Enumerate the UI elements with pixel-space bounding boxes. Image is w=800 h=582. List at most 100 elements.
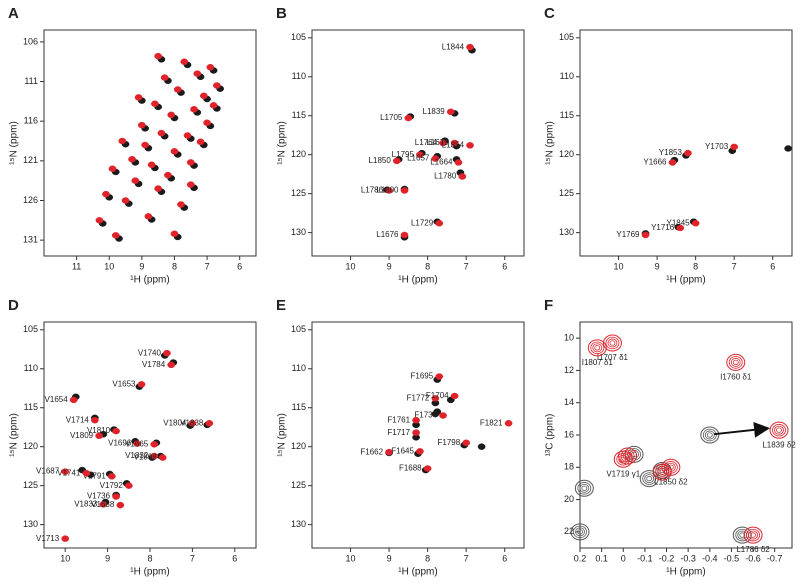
y-axis-label: ¹⁵N (ppm) bbox=[277, 121, 288, 165]
peak-label: L1839 δ2 bbox=[762, 440, 796, 449]
peak bbox=[423, 465, 432, 472]
peak bbox=[416, 151, 424, 158]
x-tick-label: 8 bbox=[147, 553, 152, 563]
peak bbox=[769, 421, 789, 439]
x-tick-label: 6 bbox=[502, 553, 507, 563]
y-tick-label: 120 bbox=[291, 149, 306, 159]
peak bbox=[435, 220, 444, 227]
y-tick-label: 111 bbox=[24, 76, 38, 86]
peak-label: F1645 bbox=[391, 446, 414, 455]
y-tick-label: 105 bbox=[291, 32, 306, 42]
peak bbox=[99, 501, 108, 508]
peak bbox=[95, 432, 103, 440]
contour-ring bbox=[655, 465, 670, 479]
contour-ring bbox=[746, 528, 760, 542]
peak-label: V1696 bbox=[108, 439, 132, 448]
contour-ring bbox=[748, 530, 758, 540]
x-tick-label: 0 bbox=[621, 553, 626, 563]
x-axis-label: ¹H (ppm) bbox=[398, 275, 437, 286]
peak bbox=[570, 523, 590, 541]
panel-letter: E bbox=[276, 297, 286, 314]
peak-label: Y1853 bbox=[659, 148, 683, 157]
x-tick-label: 8 bbox=[425, 553, 430, 563]
contour-ring bbox=[577, 482, 592, 495]
y-axis-label: ¹⁵N (ppm) bbox=[277, 413, 288, 457]
peak bbox=[392, 157, 401, 165]
y-tick-label: 22 bbox=[564, 526, 574, 536]
peak bbox=[431, 395, 440, 402]
peak-label: I1807 δ1 bbox=[582, 358, 614, 367]
peak bbox=[134, 94, 143, 101]
x-tick-label: -0.2 bbox=[659, 553, 675, 563]
arrow bbox=[714, 421, 771, 438]
x-tick-label: 0.1 bbox=[595, 553, 608, 563]
peak bbox=[618, 447, 638, 465]
peak-label: F1662 bbox=[360, 447, 383, 456]
x-tick-label: 10 bbox=[346, 261, 356, 271]
peak bbox=[150, 452, 159, 460]
x-tick-label: 7 bbox=[205, 261, 210, 271]
peak bbox=[639, 470, 659, 488]
x-tick-label: 9 bbox=[139, 261, 144, 271]
contour-ring bbox=[728, 356, 743, 369]
x-tick-label: 8 bbox=[425, 261, 430, 271]
y-tick-label: 116 bbox=[24, 116, 38, 126]
peak bbox=[180, 58, 189, 65]
peak-label: F1821 bbox=[480, 418, 503, 427]
peak bbox=[385, 187, 393, 194]
peak bbox=[95, 217, 104, 224]
peak bbox=[466, 142, 474, 149]
peak-label: L1850 δ2 bbox=[654, 477, 688, 486]
y-tick-label: 18 bbox=[564, 462, 574, 472]
peak bbox=[131, 177, 140, 184]
contour-ring bbox=[609, 340, 616, 346]
contour-ring bbox=[774, 425, 784, 435]
peak bbox=[186, 181, 195, 188]
contour-ring bbox=[577, 529, 583, 535]
peak bbox=[61, 468, 70, 475]
peak-label: V1736 bbox=[87, 492, 111, 501]
peak-label: V1833 bbox=[74, 499, 98, 508]
peak bbox=[82, 469, 91, 477]
contour-ring bbox=[605, 336, 620, 350]
peak bbox=[177, 201, 185, 208]
peak bbox=[112, 427, 120, 435]
contour-ring bbox=[644, 474, 655, 484]
peak bbox=[574, 479, 594, 497]
peak-label: L1844 bbox=[442, 42, 465, 51]
contour-ring bbox=[607, 338, 618, 348]
peak bbox=[726, 353, 746, 371]
x-tick-label: -0.4 bbox=[702, 553, 718, 563]
contour-ring bbox=[776, 427, 782, 433]
x-tick-label: -0.6 bbox=[745, 553, 761, 563]
peak bbox=[163, 349, 171, 357]
y-tick-label: 130 bbox=[559, 227, 574, 237]
peak-label: L1676 bbox=[376, 230, 399, 239]
y-tick-label: 105 bbox=[23, 324, 38, 334]
peak bbox=[450, 139, 459, 147]
peak-label: L1705 bbox=[380, 113, 403, 122]
contour-ring bbox=[702, 428, 717, 442]
x-tick-label: 11 bbox=[72, 261, 81, 271]
peak bbox=[137, 121, 146, 129]
contour-ring bbox=[772, 423, 786, 437]
contour-ring bbox=[594, 345, 601, 351]
peak-label: Y1666 bbox=[643, 158, 667, 167]
peak bbox=[624, 445, 644, 463]
y-tick-label: 105 bbox=[559, 32, 574, 42]
peak bbox=[137, 381, 146, 388]
peak bbox=[121, 197, 130, 204]
peak bbox=[133, 440, 142, 447]
x-tick-label: 6 bbox=[502, 261, 507, 271]
contour-ring bbox=[573, 525, 587, 539]
peak bbox=[454, 159, 463, 166]
peak bbox=[160, 74, 169, 81]
peak-label: V1687 bbox=[36, 467, 60, 476]
peak-label: L1800 bbox=[376, 186, 399, 195]
x-tick-label: 10 bbox=[104, 261, 114, 271]
contour-ring bbox=[620, 449, 635, 463]
x-tick-label: 10 bbox=[60, 553, 70, 563]
y-tick-label: 120 bbox=[23, 441, 38, 451]
y-axis-label: ¹³C (ppm) bbox=[545, 414, 556, 457]
peak bbox=[91, 416, 99, 424]
